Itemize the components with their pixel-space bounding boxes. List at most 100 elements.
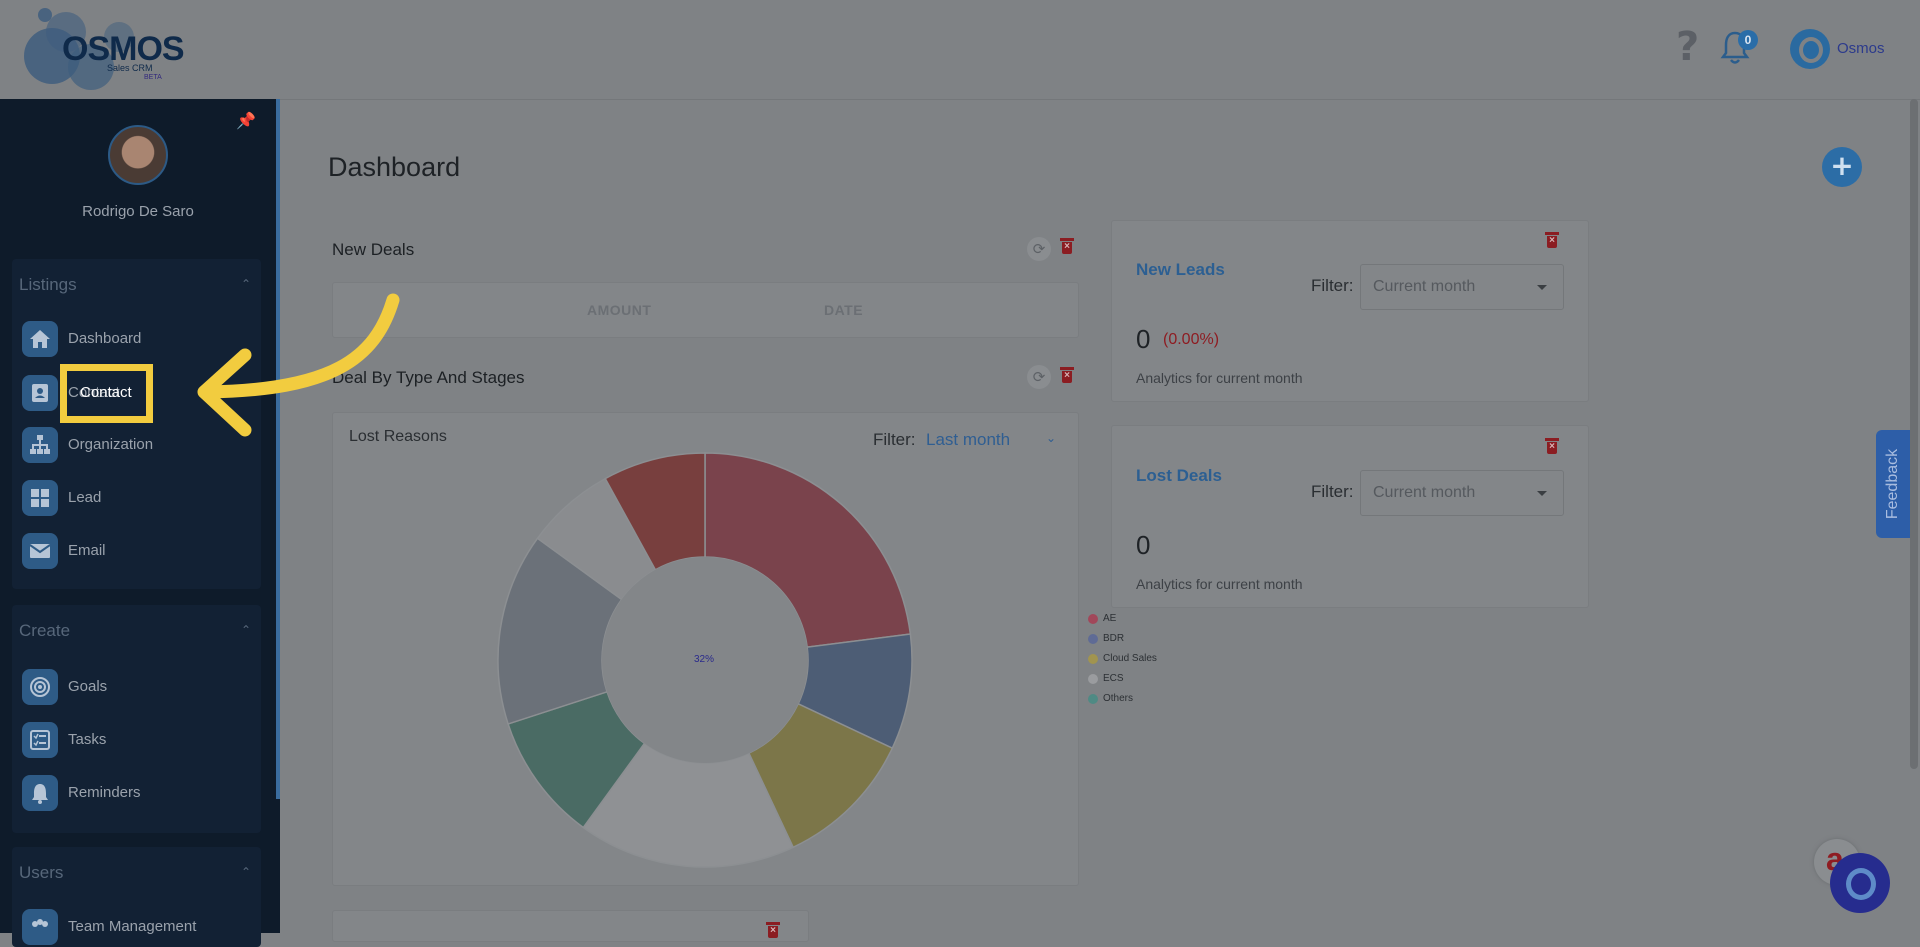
column-header-amount[interactable]: AMOUNT [587,302,652,318]
highlight-label: Contact [80,384,132,401]
page-scrollbar[interactable] [1910,99,1918,769]
logo-beta: BETA [144,74,162,81]
pin-icon[interactable]: 📌 [236,111,256,130]
sidebar-item-label: Contact [68,384,120,401]
sidebar-item-dashboard[interactable]: Dashboard [22,319,232,359]
home-icon [22,321,58,357]
team-icon [22,909,58,945]
chart-subtitle: Lost Reasons [349,428,447,445]
delete-widget-icon[interactable]: × [1545,232,1559,248]
legend-label: BDR [1103,633,1125,644]
sidebar-item-reminders[interactable]: Reminders [22,773,232,813]
delete-widget-icon[interactable]: × [1545,438,1559,454]
legend-label: Others [1103,693,1134,704]
sidebar-item-contact[interactable]: Contact [22,373,232,413]
legend-swatch [1088,674,1098,684]
new-deals-title: New Deals [332,240,415,259]
section-title-create[interactable]: Create [19,621,71,640]
sidebar-item-lead[interactable]: Lead [22,478,232,518]
caret-down-icon [1537,491,1547,496]
sidebar-item-label: Team Management [68,918,197,935]
lost-deals-caption: Analytics for current month [1136,576,1303,592]
lost-deals-count: 0 [1136,530,1151,560]
osmos-assistant-icon[interactable] [1830,853,1890,913]
target-icon [22,669,58,705]
chevron-up-icon[interactable]: ⌃ [240,865,251,879]
next-widget-card [332,910,809,942]
lost-deals-link[interactable]: Lost Deals [1136,466,1222,485]
delete-widget-icon[interactable]: × [1060,367,1074,383]
sidebar-item-email[interactable]: Email [22,531,232,571]
lost-deals-filter-select[interactable]: Current month [1360,470,1564,516]
legend-label: AE [1103,613,1117,624]
lost-reasons-filter-select[interactable]: Last month [926,430,1011,449]
feedback-tab[interactable]: Feedback [1876,430,1910,538]
add-widget-button[interactable]: + [1822,147,1862,187]
logo-subtitle: Sales CRM [107,63,153,73]
sidebar-scrollbar[interactable] [276,99,280,799]
logo-word: OSMOS [62,30,185,68]
new-deals-table [332,282,1079,338]
select-value: Current month [1373,278,1476,295]
user-avatar[interactable] [108,125,168,185]
legend-swatch [1088,634,1098,644]
filter-label: Filter: [1311,482,1354,501]
tutorial-arrow-icon [197,293,400,437]
help-icon[interactable]: ? [1676,24,1700,70]
filter-label: Filter: [1311,276,1354,295]
legend-label: Cloud Sales [1103,653,1157,664]
legend-swatch [1088,694,1098,704]
new-leads-card [1111,220,1589,402]
column-header-date[interactable]: DATE [824,302,864,318]
sidebar-user-name: Rodrigo De Saro [82,203,194,220]
chevron-up-icon[interactable]: ⌃ [240,277,251,291]
sidebar-item-label: Goals [68,678,108,695]
donut-hole [602,557,808,763]
legend-label: ECS [1103,673,1124,684]
caret-down-icon [1537,285,1547,290]
sidebar-item-label: Tasks [68,731,107,748]
sidebar-item-organization[interactable]: Organization [22,425,232,465]
sidebar-item-team-management[interactable]: Team Management [22,907,232,947]
bell-icon [22,775,58,811]
top-header: OSMOS Sales CRM BETA ? 0 Osmos [0,0,1920,100]
grid-icon [22,480,58,516]
sidebar-item-tasks[interactable]: Tasks [22,720,232,760]
legend-swatch [1088,614,1098,624]
new-leads-link[interactable]: New Leads [1136,260,1225,279]
sidebar-item-label: Email [68,542,106,559]
refresh-icon[interactable]: ⟳ [1027,237,1051,261]
sidebar-item-goals[interactable]: Goals [22,667,232,707]
delete-widget-icon[interactable]: × [1060,238,1074,254]
contact-card-icon [22,375,58,411]
sidebar-item-label: Organization [68,436,154,453]
new-leads-filter-select[interactable]: Current month [1360,264,1564,310]
user-menu-avatar[interactable] [1790,29,1830,69]
sidebar-item-label: Reminders [68,784,141,801]
select-value: Current month [1373,484,1476,501]
legend-swatch [1088,654,1098,664]
refresh-icon[interactable]: ⟳ [1027,365,1051,389]
osmos-logo[interactable]: OSMOS Sales CRM BETA [24,8,185,90]
new-leads-caption: Analytics for current month [1136,370,1303,386]
contact-highlight-box[interactable] [60,364,153,423]
chevron-up-icon[interactable]: ⌃ [240,623,251,637]
section-title-listings[interactable]: Listings [19,275,77,294]
delete-widget-icon[interactable]: × [766,922,780,938]
feedback-label: Feedback [1884,448,1901,520]
new-leads-count: 0 [1136,324,1151,354]
notification-count-badge: 0 [1738,30,1758,50]
sidebar-item-label: Dashboard [68,330,142,347]
lost-reasons-donut-chart [497,452,913,868]
header-user-name[interactable]: Osmos [1837,40,1885,57]
filter-label: Filter: [873,430,916,449]
envelope-icon [22,533,58,569]
lost-deals-card [1111,425,1589,608]
checklist-icon [22,722,58,758]
chevron-down-icon[interactable]: ⌄ [1046,431,1057,445]
deal-by-type-title: Deal By Type And Stages [332,368,525,387]
new-leads-change: (0.00%) [1163,331,1220,348]
org-chart-icon [22,427,58,463]
donut-center-label: 32% [694,654,715,665]
section-title-users[interactable]: Users [19,863,64,882]
